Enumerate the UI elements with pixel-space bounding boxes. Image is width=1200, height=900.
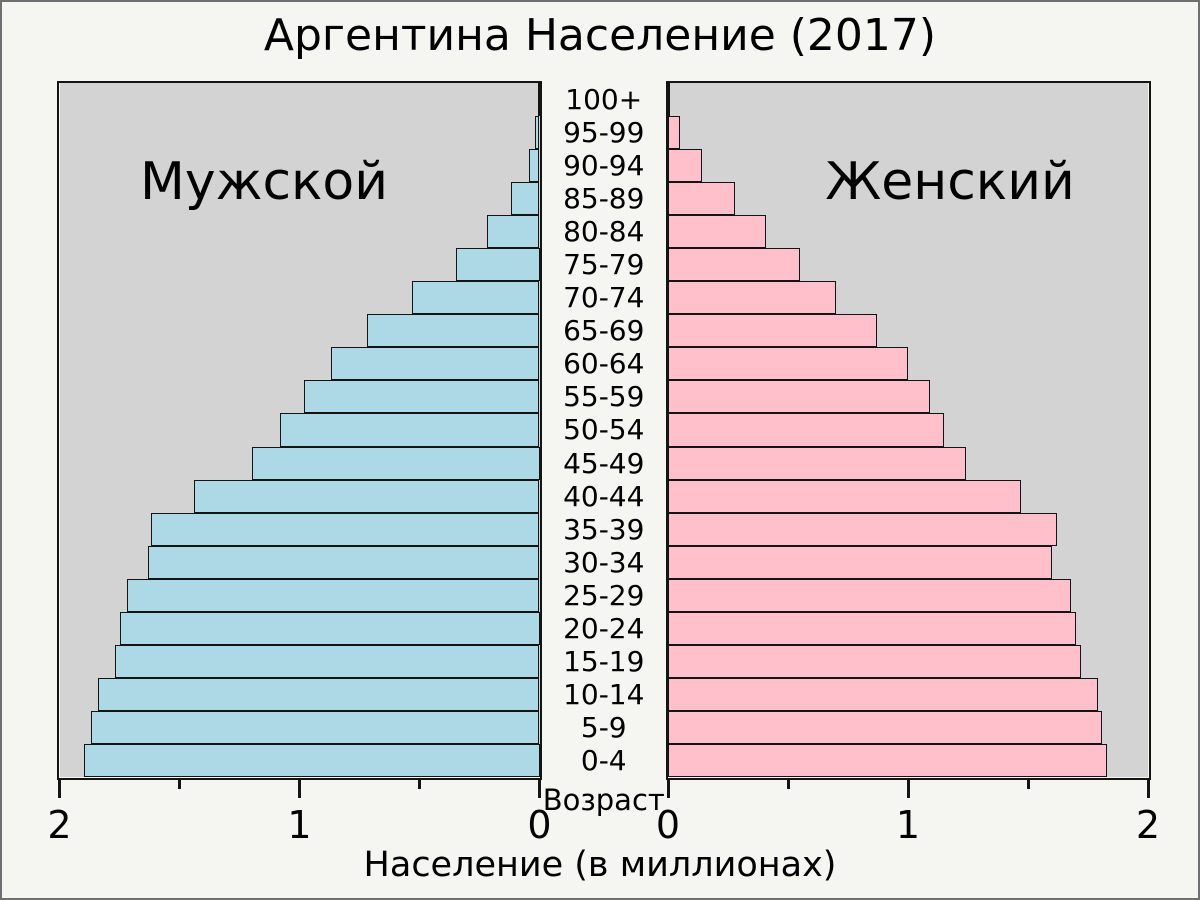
age-label-50-54: 50-54 (563, 413, 645, 447)
x-tick-label-right-1: 1 (895, 803, 921, 847)
bar-female-70-74 (668, 281, 836, 315)
age-label-90-94: 90-94 (563, 149, 645, 183)
bar-female-35-39 (668, 512, 1057, 546)
x-minor-tick-right-1.5 (1026, 777, 1030, 789)
bar-female-65-69 (668, 314, 877, 348)
x-tick-left-1 (298, 777, 301, 798)
age-axis-title: Возраст (542, 783, 665, 817)
bar-male-10-14 (97, 677, 540, 711)
age-label-85-89: 85-89 (563, 182, 645, 216)
x-tick-right-1 (906, 777, 910, 798)
x-tick-right-0 (666, 777, 670, 798)
age-label-5-9: 5-9 (580, 710, 627, 744)
age-label-95-99: 95-99 (563, 116, 645, 150)
age-label-25-29: 25-29 (563, 578, 645, 612)
bar-male-90-94 (528, 149, 540, 183)
bar-female-100plus (668, 83, 671, 117)
age-label-20-24: 20-24 (563, 611, 645, 645)
bar-female-20-24 (668, 611, 1076, 645)
age-label-15-19: 15-19 (563, 644, 645, 678)
bar-female-50-54 (668, 413, 944, 447)
x-tick-right-2 (1146, 777, 1150, 798)
bar-male-75-79 (455, 248, 540, 282)
bar-male-35-39 (150, 512, 540, 546)
bar-female-5-9 (668, 710, 1103, 744)
age-label-30-34: 30-34 (563, 545, 645, 579)
female-series-label: Женский (825, 152, 1075, 212)
bar-female-85-89 (668, 182, 736, 216)
age-label-65-69: 65-69 (563, 314, 645, 348)
age-label-60-64: 60-64 (563, 347, 645, 381)
bar-female-60-64 (668, 347, 908, 381)
bar-female-10-14 (668, 677, 1098, 711)
bar-female-45-49 (668, 446, 966, 480)
bar-female-80-84 (668, 215, 767, 249)
bar-male-60-64 (330, 347, 540, 381)
bar-male-45-49 (251, 446, 540, 480)
age-label-35-39: 35-39 (563, 512, 645, 546)
age-label-80-84: 80-84 (563, 215, 645, 249)
bar-female-95-99 (668, 116, 680, 150)
bar-female-30-34 (668, 545, 1052, 579)
x-minor-tick-left-1.5 (178, 777, 181, 789)
bar-male-30-34 (148, 545, 540, 579)
bar-female-90-94 (668, 149, 702, 183)
x-tick-left-0 (538, 777, 541, 798)
age-label-40-44: 40-44 (563, 479, 645, 513)
age-label-55-59: 55-59 (563, 380, 645, 414)
bar-male-40-44 (193, 479, 540, 513)
age-label-70-74: 70-74 (563, 281, 645, 315)
bar-female-40-44 (668, 479, 1021, 513)
bar-male-80-84 (486, 215, 540, 249)
bar-female-15-19 (668, 644, 1081, 678)
bar-male-95-99 (534, 116, 540, 150)
bar-female-25-29 (668, 578, 1072, 612)
x-tick-label-right-0: 0 (655, 803, 681, 847)
bar-male-100plus (538, 83, 541, 117)
age-label-0-4: 0-4 (580, 743, 627, 777)
age-label-75-79: 75-79 (563, 248, 645, 282)
x-minor-tick-right-0.5 (786, 777, 790, 789)
bar-male-15-19 (114, 644, 540, 678)
male-series-label: Мужской (139, 152, 389, 212)
bar-male-85-89 (510, 182, 540, 216)
bar-male-70-74 (412, 281, 540, 315)
bar-male-20-24 (119, 611, 540, 645)
x-tick-left-2 (58, 777, 61, 798)
age-label-45-49: 45-49 (563, 446, 645, 480)
bar-female-75-79 (668, 248, 800, 282)
bar-female-0-4 (668, 743, 1108, 777)
bar-male-65-69 (366, 314, 540, 348)
x-minor-tick-left-0.5 (418, 777, 421, 789)
x-tick-label-left-1: 1 (287, 803, 312, 847)
x-tick-label-left-2: 2 (47, 803, 72, 847)
x-tick-label-left-0: 0 (527, 803, 552, 847)
bar-male-0-4 (83, 743, 540, 777)
bar-female-55-59 (668, 380, 930, 414)
age-label-100plus: 100+ (565, 83, 643, 116)
bar-male-5-9 (90, 710, 540, 744)
x-tick-label-right-2: 2 (1135, 803, 1161, 847)
x-axis-title: Население (в миллионах) (363, 845, 837, 885)
bar-male-25-29 (126, 578, 540, 612)
bar-male-50-54 (280, 413, 540, 447)
chart-title: Аргентина Население (2017) (263, 10, 937, 61)
bar-male-55-59 (304, 380, 540, 414)
age-label-10-14: 10-14 (563, 677, 645, 711)
